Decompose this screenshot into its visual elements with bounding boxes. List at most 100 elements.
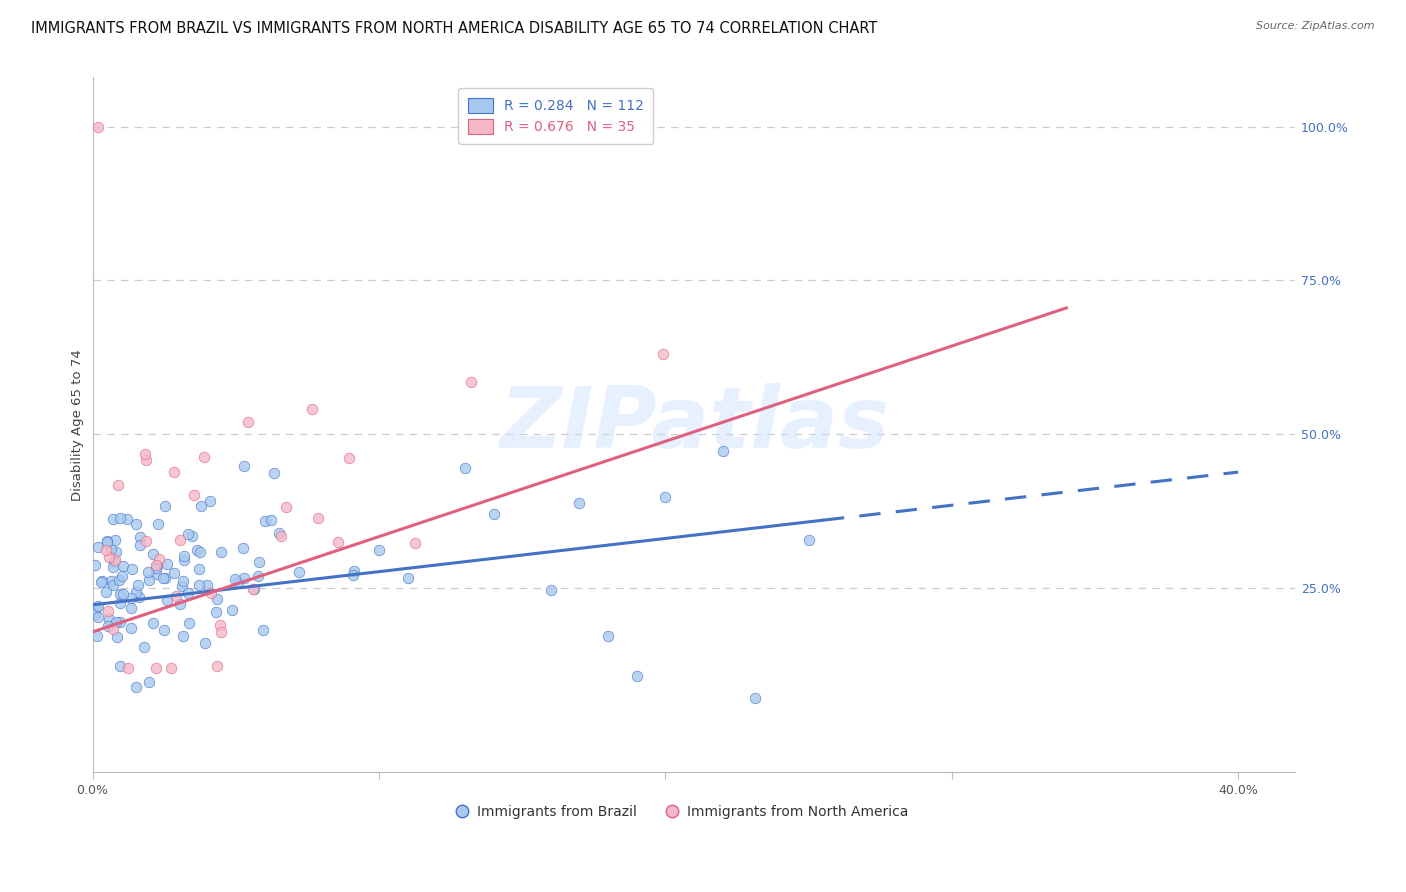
Point [183,488,205,502]
Point [101,560,124,574]
Text: IMMIGRANTS FROM BRAZIL VS IMMIGRANTS FROM NORTH AMERICA DISABILITY AGE 65 TO 74 : IMMIGRANTS FROM BRAZIL VS IMMIGRANTS FRO… [31,21,877,36]
Point [404,536,426,550]
Point [540,583,562,598]
Point [368,543,391,558]
Point [132,640,155,654]
Point [193,450,215,465]
Point [104,553,127,567]
Point [177,615,200,630]
Y-axis label: Disability Age 65 to 74: Disability Age 65 to 74 [72,349,84,500]
Point [187,578,209,592]
Point [84,600,107,615]
Point [242,582,264,596]
Point [107,477,129,491]
Point [337,451,360,466]
Point [711,444,734,458]
Point [163,465,186,479]
Point [90,575,112,590]
Point [86,630,108,644]
Point [101,512,124,526]
Point [221,603,243,617]
Point [482,507,505,521]
Point [97,549,120,564]
Point [156,593,179,607]
Point [181,529,204,543]
Point [135,453,157,467]
Point [204,605,226,619]
Point [108,659,131,673]
Point [652,347,675,361]
Point [90,574,112,589]
Point [145,558,167,573]
Point [148,551,170,566]
Point [100,542,122,557]
Point [200,586,222,600]
Point [307,511,329,525]
Point [101,578,124,592]
Point [252,624,274,638]
Point [744,691,766,706]
Point [155,572,177,586]
Point [138,675,160,690]
Point [207,659,229,673]
Point [195,578,218,592]
Point [232,541,254,555]
Point [188,562,211,576]
Point [84,607,107,621]
Point [170,579,193,593]
Point [104,545,127,559]
Point [797,533,820,547]
Point [454,461,477,475]
Point [226,575,249,590]
Point [233,571,256,585]
Point [125,584,148,599]
Point [136,565,159,579]
Point [162,566,184,580]
Point [97,618,120,632]
Point [96,585,118,599]
Point [172,629,194,643]
Point [301,401,323,416]
Point [460,376,482,390]
Point [108,596,131,610]
Point [87,120,110,134]
Point [260,512,283,526]
Point [177,527,200,541]
Point [117,660,139,674]
Point [328,534,350,549]
Point [396,571,419,585]
Point [188,545,211,559]
Text: ZIPatlas: ZIPatlas [499,384,889,467]
Point [654,491,676,505]
Point [270,529,292,543]
Point [98,612,121,626]
Point [274,500,297,514]
Point [194,635,217,649]
Point [111,558,134,573]
Point [238,415,260,429]
Point [342,568,364,582]
Point [100,574,122,588]
Point [108,573,131,587]
Point [148,516,170,531]
Point [104,533,127,548]
Point [103,555,125,569]
Point [568,496,591,510]
Point [159,660,181,674]
Point [97,605,120,619]
Point [142,547,165,561]
Point [120,621,142,635]
Point [125,516,148,531]
Point [287,565,309,579]
Point [155,557,177,571]
Point [115,512,138,526]
Point [121,562,143,576]
Point [134,447,156,461]
Point [626,669,648,683]
Point [165,589,187,603]
Point [198,493,221,508]
Text: Source: ZipAtlas.com: Source: ZipAtlas.com [1257,21,1375,30]
Point [152,570,174,584]
Point [120,591,142,606]
Point [112,587,135,601]
